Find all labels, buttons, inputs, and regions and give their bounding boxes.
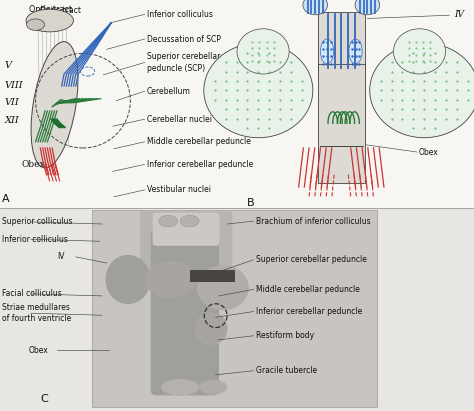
Ellipse shape — [197, 265, 249, 310]
Ellipse shape — [349, 39, 362, 64]
Text: Superior cerebellar peduncle: Superior cerebellar peduncle — [256, 255, 367, 264]
Text: B: B — [246, 198, 254, 208]
FancyBboxPatch shape — [318, 64, 365, 183]
FancyBboxPatch shape — [0, 208, 474, 411]
Text: V: V — [5, 61, 12, 70]
Text: C: C — [40, 394, 48, 404]
Text: Optic tract: Optic tract — [40, 6, 81, 15]
Circle shape — [370, 43, 474, 138]
Ellipse shape — [303, 0, 328, 15]
Text: Brachium of inferior colliculus: Brachium of inferior colliculus — [256, 217, 371, 226]
Text: IV: IV — [57, 252, 64, 261]
Ellipse shape — [31, 42, 78, 168]
Ellipse shape — [355, 0, 380, 15]
Text: Optic tract: Optic tract — [29, 5, 73, 14]
Text: Gracile tubercle: Gracile tubercle — [256, 366, 317, 375]
Text: Cerebellum: Cerebellum — [147, 87, 191, 96]
Text: Superior colliculus: Superior colliculus — [2, 217, 73, 226]
Text: XII: XII — [5, 115, 19, 125]
Text: Vestibular nuclei: Vestibular nuclei — [147, 185, 211, 194]
Text: Middle cerebellar peduncle: Middle cerebellar peduncle — [147, 137, 251, 146]
FancyBboxPatch shape — [151, 229, 219, 395]
FancyBboxPatch shape — [318, 12, 365, 70]
Ellipse shape — [27, 19, 45, 30]
Text: A: A — [2, 194, 10, 204]
Ellipse shape — [194, 312, 228, 345]
Ellipse shape — [105, 255, 151, 304]
Text: IV: IV — [454, 10, 464, 19]
Text: Middle cerebellar peduncle: Middle cerebellar peduncle — [256, 285, 360, 294]
Text: Inferior cerebellar peduncle: Inferior cerebellar peduncle — [147, 160, 253, 169]
Ellipse shape — [26, 9, 73, 32]
Text: Inferior colliculus: Inferior colliculus — [147, 10, 213, 19]
Ellipse shape — [199, 380, 228, 395]
Text: VII: VII — [5, 98, 19, 107]
Text: VIII: VIII — [5, 81, 23, 90]
Ellipse shape — [320, 39, 334, 64]
FancyBboxPatch shape — [140, 210, 232, 284]
Text: Cerebellar nuclei: Cerebellar nuclei — [147, 115, 212, 124]
Text: Decussation of SCP: Decussation of SCP — [147, 35, 221, 44]
Circle shape — [204, 43, 313, 138]
Text: Obex: Obex — [22, 160, 46, 169]
Text: Facial colliculus: Facial colliculus — [2, 289, 62, 298]
FancyBboxPatch shape — [0, 0, 474, 208]
Text: Obex: Obex — [28, 346, 48, 355]
Text: Obex: Obex — [419, 148, 438, 157]
Ellipse shape — [159, 215, 178, 227]
Circle shape — [393, 29, 446, 74]
Ellipse shape — [180, 215, 199, 227]
Ellipse shape — [161, 379, 199, 395]
Text: Restiform body: Restiform body — [256, 331, 314, 340]
FancyBboxPatch shape — [153, 212, 219, 246]
FancyBboxPatch shape — [92, 210, 377, 407]
Text: Inferior cerebellar peduncle: Inferior cerebellar peduncle — [256, 307, 362, 316]
Text: Superior cerebellar
peduncle (SCP): Superior cerebellar peduncle (SCP) — [147, 53, 220, 72]
Circle shape — [237, 29, 289, 74]
FancyBboxPatch shape — [190, 270, 235, 282]
Text: Striae medullares
of fourth ventricle: Striae medullares of fourth ventricle — [2, 303, 72, 323]
Text: Inferior colliculus: Inferior colliculus — [2, 235, 68, 244]
Ellipse shape — [145, 261, 197, 298]
